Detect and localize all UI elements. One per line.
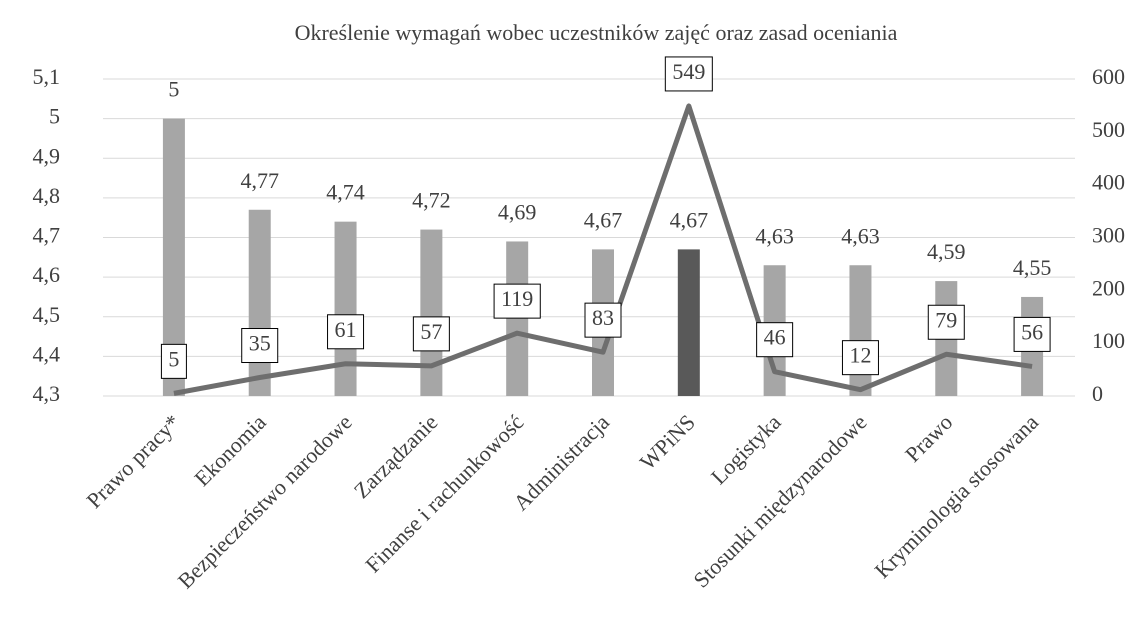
y2-tick-label: 400 xyxy=(1092,170,1125,195)
bar-value-label: 4,67 xyxy=(670,207,709,232)
line-label-box xyxy=(756,322,794,358)
x-tick-label: Ekonomia xyxy=(189,409,271,491)
y-tick-label: 4,3 xyxy=(33,381,61,406)
line-value-label: 12 xyxy=(849,343,871,368)
line-label-box xyxy=(664,56,713,92)
line-value-label: 61 xyxy=(335,317,357,342)
line-label-box xyxy=(927,304,965,340)
bar-value-label: 4,69 xyxy=(498,200,537,225)
bar-value-label: 5 xyxy=(168,77,179,102)
y-tick-label: 4,7 xyxy=(33,223,61,248)
x-tick-label: Kryminologia stosowana xyxy=(870,409,1044,583)
x-tick-label: Stosunki międzynarodowe xyxy=(688,409,871,592)
y-tick-label: 4,9 xyxy=(33,143,61,168)
y2-tick-label: 500 xyxy=(1092,117,1125,142)
line-label-box xyxy=(493,283,541,319)
x-tick-label: Prawo xyxy=(900,409,957,466)
y2-tick-label: 300 xyxy=(1092,223,1125,248)
bar xyxy=(162,118,185,396)
line-value-label: 79 xyxy=(935,307,957,332)
bar-value-label: 4,59 xyxy=(927,239,966,264)
bar xyxy=(677,249,700,396)
line-label-box xyxy=(584,302,622,338)
bar-value-label: 4,63 xyxy=(841,223,880,248)
x-tick-label: Logistyka xyxy=(706,409,786,489)
line-value-label: 83 xyxy=(592,305,614,330)
line-label-box xyxy=(1013,316,1051,352)
x-tick-label: Bezpieczeństwo narodowe xyxy=(173,409,357,593)
x-tick-label: Prawo pracy* xyxy=(81,409,185,513)
line-label-box xyxy=(327,314,365,350)
line-value-label: 57 xyxy=(420,319,442,344)
line-label-box xyxy=(160,343,187,379)
y-tick-label: 4,6 xyxy=(33,262,61,287)
x-tick-label: Finanse i rachunkowość xyxy=(360,409,528,577)
y2-tick-label: 0 xyxy=(1092,381,1103,406)
bar-value-label: 4,67 xyxy=(584,207,623,232)
y2-tick-label: 100 xyxy=(1092,328,1125,353)
line-value-label: 119 xyxy=(501,286,533,311)
line-label-box xyxy=(412,316,450,352)
bar xyxy=(248,209,271,396)
y-tick-label: 4,5 xyxy=(33,302,61,327)
y-tick-label: 4,4 xyxy=(33,341,61,366)
line-label-box xyxy=(841,340,879,376)
line-value-label: 46 xyxy=(764,325,786,350)
x-tick-label: Zarządzanie xyxy=(349,409,443,503)
bar-value-label: 4,74 xyxy=(326,180,365,205)
y-tick-label: 5,1 xyxy=(33,64,61,89)
y-tick-label: 5 xyxy=(49,104,60,129)
line-value-label: 5 xyxy=(168,346,179,371)
bar-value-label: 4,72 xyxy=(412,188,451,213)
bar-value-label: 4,77 xyxy=(240,168,279,193)
line-value-label: 549 xyxy=(672,59,705,84)
x-tick-label: WPiNS xyxy=(635,409,700,474)
y2-tick-label: 600 xyxy=(1092,64,1125,89)
line xyxy=(173,103,1033,396)
y-tick-label: 4,8 xyxy=(33,183,61,208)
bar xyxy=(849,265,872,396)
line-value-label: 56 xyxy=(1021,319,1043,344)
line-value-label: 35 xyxy=(249,331,271,356)
bar xyxy=(420,229,443,396)
bar xyxy=(506,241,529,396)
bar-value-label: 4,63 xyxy=(755,223,794,248)
line-label-box xyxy=(241,328,279,364)
chart-title: Określenie wymagań wobec uczestników zaj… xyxy=(295,20,898,45)
bar xyxy=(334,221,357,396)
bar-value-label: 4,55 xyxy=(1013,255,1052,280)
y2-tick-label: 200 xyxy=(1092,275,1125,300)
